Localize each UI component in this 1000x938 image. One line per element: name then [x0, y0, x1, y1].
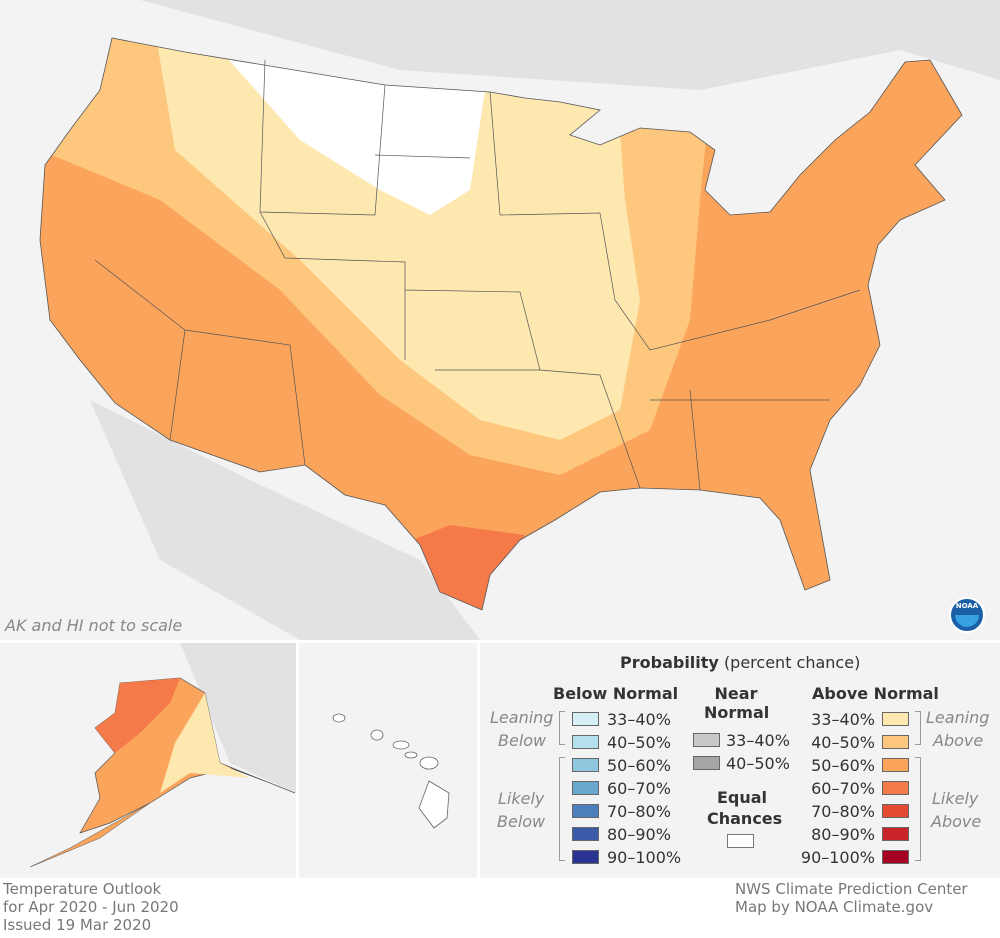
near-40-50-label: 40–50%	[726, 754, 790, 773]
below-range-label: 90–100%	[607, 848, 682, 867]
likely-above-label: Likely	[932, 789, 979, 808]
below-swatch	[572, 712, 599, 726]
legend-title: Probability (percent chance)	[620, 653, 861, 672]
leaning-above-label: Leaning	[926, 708, 990, 727]
near-33-40-swatch	[693, 733, 720, 747]
bracket	[915, 711, 921, 745]
footer-right: NWS Climate Prediction Center Map by NOA…	[735, 880, 968, 916]
conus-map-panel: AK and HI not to scale NOAA	[0, 0, 1000, 640]
below-range-label: 60–70%	[607, 779, 671, 798]
above-range-label: 60–70%	[811, 779, 875, 798]
hawaii-map	[332, 713, 450, 829]
below-swatch	[572, 804, 599, 818]
likely-above-label: Above	[931, 812, 982, 831]
above-swatch	[882, 735, 909, 749]
near-40-50-swatch	[693, 756, 720, 770]
above-range-label: 70–80%	[811, 802, 875, 821]
above-range-label: 80–90%	[811, 825, 875, 844]
near-33-40-label: 33–40%	[726, 731, 790, 750]
leaning-above-label: Above	[933, 731, 984, 750]
leaning-below-label: Leaning	[490, 708, 554, 727]
bracket	[559, 757, 565, 861]
map-credit: Map by NOAA Climate.gov	[735, 898, 934, 916]
above-swatch	[882, 850, 909, 864]
likely-below-label: Likely	[498, 789, 545, 808]
below-range-label: 50–60%	[607, 756, 671, 775]
scale-note: AK and HI not to scale	[5, 616, 183, 635]
legend: Probability (percent chance) Below Norma…	[480, 643, 1000, 878]
noaa-logo: NOAA	[949, 597, 985, 633]
equal-chances-heading: Equal Chances	[707, 788, 783, 828]
below-swatch	[572, 781, 599, 795]
alaska-map	[29, 643, 296, 868]
hawaii-inset	[299, 643, 477, 878]
equal-chances-swatch	[727, 834, 754, 848]
below-range-label: 70–80%	[607, 802, 671, 821]
below-swatch	[572, 850, 599, 864]
above-range-label: 50–60%	[811, 756, 875, 775]
alaska-inset	[0, 643, 296, 878]
outlook-period: for Apr 2020 - Jun 2020	[3, 898, 179, 916]
below-swatch	[572, 827, 599, 841]
below-swatch	[572, 758, 599, 772]
above-swatch	[882, 781, 909, 795]
bracket	[915, 757, 921, 861]
issued-date: Issued 19 Mar 2020	[3, 916, 152, 934]
below-range-label: 80–90%	[607, 825, 671, 844]
footer-left: Temperature Outlook for Apr 2020 - Jun 2…	[3, 880, 179, 934]
below-range-label: 40–50%	[607, 733, 671, 752]
near-normal-heading: Near Normal	[704, 684, 770, 722]
above-swatch	[882, 804, 909, 818]
leaning-below-label: Below	[498, 731, 547, 750]
above-normal-heading: Above Normal	[812, 684, 939, 703]
above-swatch	[882, 827, 909, 841]
bracket	[559, 711, 565, 745]
outlook-title: Temperature Outlook	[3, 880, 162, 898]
above-range-label: 90–100%	[800, 848, 875, 867]
source-credit: NWS Climate Prediction Center	[735, 880, 968, 898]
below-swatch	[572, 735, 599, 749]
conus-map	[39, 0, 1000, 640]
above-range-label: 40–50%	[811, 733, 875, 752]
above-swatch	[882, 758, 909, 772]
below-normal-heading: Below Normal	[553, 684, 679, 703]
likely-below-label: Below	[497, 812, 546, 831]
below-range-label: 33–40%	[607, 710, 671, 729]
above-range-label: 33–40%	[811, 710, 875, 729]
above-swatch	[882, 712, 909, 726]
